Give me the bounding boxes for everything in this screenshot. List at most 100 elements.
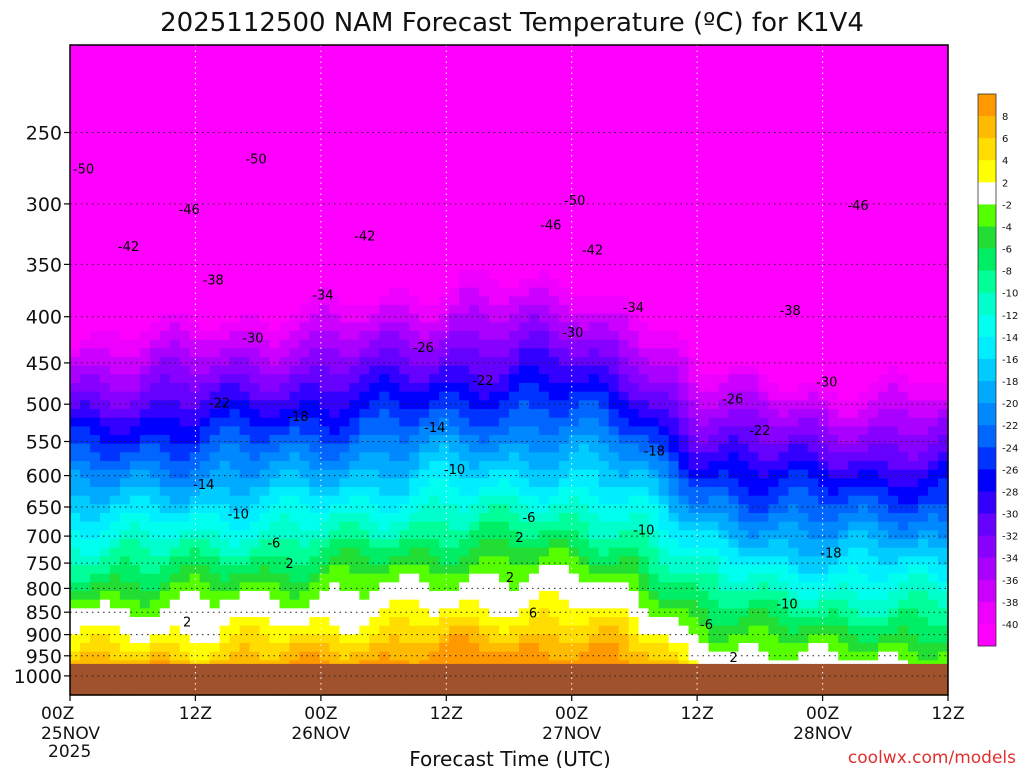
heatmap-cell (409, 157, 420, 167)
heatmap-cell (129, 149, 141, 159)
heatmap-cell (568, 417, 580, 427)
heatmap-cell (698, 209, 710, 219)
heatmap-cell (339, 625, 350, 635)
heatmap-cell (209, 348, 221, 358)
heatmap-cell (658, 400, 670, 410)
heatmap-cell (379, 348, 390, 358)
heatmap-cell (319, 400, 331, 410)
heatmap-cell (119, 62, 131, 72)
heatmap-cell (479, 409, 490, 419)
heatmap-cell (479, 175, 490, 185)
heatmap-cell (109, 504, 121, 514)
heatmap-cell (568, 617, 580, 627)
heatmap-cell (79, 201, 91, 211)
heatmap-cell (548, 339, 560, 349)
heatmap-cell (479, 322, 490, 332)
heatmap-cell (189, 556, 201, 566)
heatmap-cell (239, 625, 251, 635)
heatmap-cell (89, 175, 101, 185)
heatmap-cell (618, 452, 630, 462)
heatmap-cell (419, 495, 430, 505)
heatmap-cell (159, 409, 171, 419)
heatmap-cell (548, 244, 560, 254)
heatmap-cell (129, 79, 141, 89)
heatmap-cell (309, 383, 321, 393)
heatmap-cell (449, 461, 460, 471)
heatmap-cell (70, 478, 81, 488)
heatmap-cell (289, 105, 301, 115)
heatmap-cell (359, 417, 370, 427)
heatmap-cell (678, 547, 690, 557)
heatmap-cell (618, 114, 630, 124)
heatmap-cell (688, 461, 700, 471)
heatmap-cell (638, 357, 650, 367)
heatmap-cell (149, 270, 161, 280)
heatmap-cell (449, 435, 460, 445)
heatmap-cell (369, 547, 380, 557)
heatmap-cell (239, 478, 251, 488)
heatmap-cell (628, 313, 640, 323)
heatmap-cell (708, 495, 720, 505)
heatmap-cell (469, 253, 480, 263)
heatmap-cell (538, 391, 550, 401)
heatmap-cell (578, 625, 590, 635)
heatmap-cell (509, 521, 520, 531)
heatmap-cell (299, 357, 311, 367)
heatmap-cell (89, 478, 101, 488)
heatmap-cell (459, 97, 470, 107)
heatmap-cell (79, 400, 91, 410)
heatmap-cell (109, 192, 121, 202)
heatmap-cell (309, 331, 321, 341)
heatmap-cell (459, 79, 470, 89)
heatmap-cell (409, 322, 420, 332)
heatmap-cell (249, 53, 261, 63)
heatmap-cell (319, 504, 331, 514)
heatmap-cell (389, 209, 400, 219)
heatmap-cell (588, 244, 600, 254)
heatmap-cell (489, 322, 500, 332)
heatmap-cell (329, 617, 340, 627)
heatmap-cell (578, 452, 590, 462)
heatmap-cell (179, 617, 191, 627)
heatmap-cell (299, 521, 311, 531)
heatmap-cell (668, 374, 680, 384)
heatmap-cell (489, 651, 500, 661)
heatmap-cell (638, 253, 650, 263)
heatmap-cell (219, 435, 231, 445)
heatmap-cell (638, 209, 650, 219)
heatmap-cell (70, 374, 81, 384)
heatmap-cell (319, 201, 331, 211)
heatmap-cell (119, 175, 131, 185)
heatmap-cell (628, 409, 640, 419)
heatmap-cell (379, 287, 390, 297)
heatmap-cell (89, 157, 101, 167)
heatmap-cell (109, 565, 121, 575)
heatmap-cell (708, 452, 720, 462)
heatmap-cell (209, 582, 221, 592)
heatmap-cell (489, 339, 500, 349)
heatmap-cell (299, 149, 311, 159)
heatmap-cell (179, 253, 191, 263)
heatmap-cell (459, 183, 470, 193)
heatmap-cell (558, 123, 570, 133)
heatmap-cell (349, 565, 360, 575)
heatmap-cell (259, 209, 271, 219)
heatmap-cell (528, 53, 540, 63)
heatmap-cell (409, 599, 420, 609)
heatmap-cell (109, 313, 121, 323)
heatmap-cell (698, 556, 710, 566)
heatmap-cell (568, 149, 580, 159)
heatmap-cell (419, 313, 430, 323)
heatmap-cell (499, 305, 510, 315)
heatmap-cell (628, 591, 640, 601)
heatmap-cell (668, 582, 680, 592)
heatmap-cell (219, 426, 231, 436)
heatmap-cell (369, 62, 380, 72)
heatmap-cell (429, 409, 440, 419)
heatmap-cell (299, 166, 311, 176)
heatmap-cell (129, 227, 141, 237)
heatmap-cell (70, 513, 81, 523)
heatmap-cell (99, 279, 111, 289)
heatmap-cell (469, 322, 480, 332)
heatmap-cell (289, 608, 301, 618)
